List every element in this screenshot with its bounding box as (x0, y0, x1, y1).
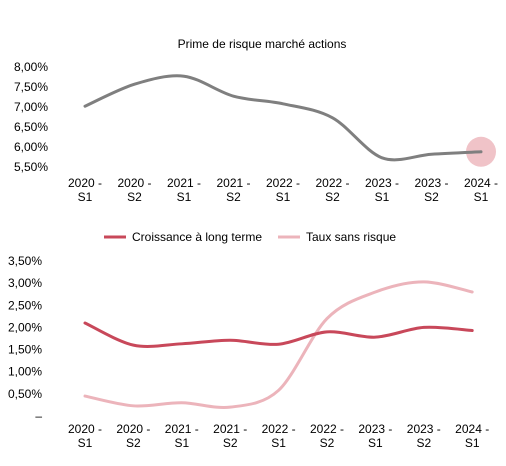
chart2-x-tick: 2021 -S1 (165, 422, 199, 450)
chart1-y-tick: 7,00% (14, 100, 48, 114)
chart1-x-tick: 2020 -S2 (117, 176, 151, 204)
chart2-y-tick: – (35, 409, 42, 423)
chart1-series-1-line (83, 74, 483, 162)
chart1-y-tick: 6,50% (14, 120, 48, 134)
chart1-y-tick: 8,00% (14, 60, 48, 74)
chart2-x-tick: 2022 -S2 (310, 422, 344, 450)
chart1-x-tick: 2020 -S1 (68, 176, 102, 204)
chart2-x-tick: 2020 -S2 (116, 422, 150, 450)
chart2-x-tick: 2022 -S1 (262, 422, 296, 450)
chart2-x-tick: 2020 -S1 (68, 422, 102, 450)
chart2-x-tick: 2023 -S2 (407, 422, 441, 450)
chart1-x-tick: 2021 -S1 (167, 176, 201, 204)
chart1-x-tick: 2022 -S2 (315, 176, 349, 204)
chart2-y-tick: 1,00% (8, 365, 42, 379)
chart2-y-tick: 0,50% (8, 387, 42, 401)
chart1-y-tick: 6,00% (14, 140, 48, 154)
chart2-x-tick: 2024 -S1 (455, 422, 489, 450)
chart2-y-tick: 3,00% (8, 276, 42, 290)
chart2-x-tick: 2021 -S2 (213, 422, 247, 450)
chart1-x-tick: 2023 -S1 (365, 176, 399, 204)
chart1-y-tick: 7,50% (14, 80, 48, 94)
legend-label: Croissance à long terme (132, 230, 262, 244)
chart2-y-tick: 3,50% (8, 254, 42, 268)
chart1-x-tick: 2024 -S1 (464, 176, 498, 204)
chart1-x-tick: 2022 -S1 (266, 176, 300, 204)
chart2-y-tick: 2,00% (8, 320, 42, 334)
chart2-y-tick: 1,50% (8, 343, 42, 357)
chart2-x-tick: 2023 -S1 (358, 422, 392, 450)
chart2-series-1-line (83, 321, 474, 348)
chart1-y-tick: 5,50% (14, 160, 48, 174)
chart1-title: Prime de risque marché actions (178, 37, 347, 51)
legend-label: Taux sans risque (306, 230, 396, 244)
chart2-series-2-line (83, 280, 474, 410)
chart1-x-tick: 2023 -S2 (414, 176, 448, 204)
chart1-x-tick: 2021 -S2 (216, 176, 250, 204)
chart2-y-tick: 2,50% (8, 298, 42, 312)
